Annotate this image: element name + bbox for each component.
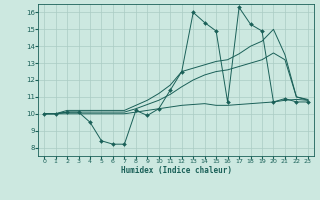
X-axis label: Humidex (Indice chaleur): Humidex (Indice chaleur) — [121, 166, 231, 175]
